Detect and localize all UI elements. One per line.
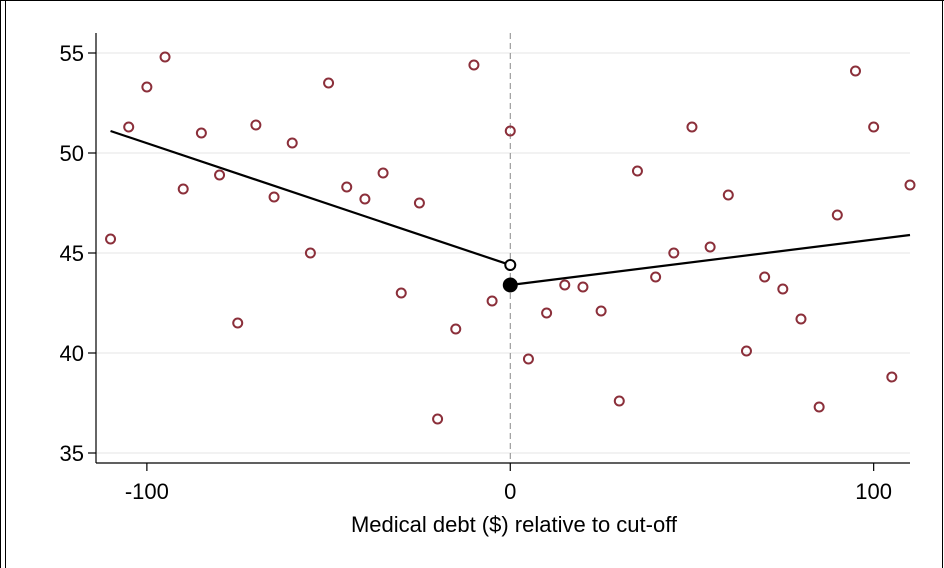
- x-tick-label: -100: [125, 479, 169, 504]
- data-point: [613, 395, 625, 407]
- data-point: [759, 271, 771, 283]
- frame-border-right: [942, 0, 943, 568]
- data-point: [323, 77, 335, 89]
- x-tick-label: 0: [504, 479, 516, 504]
- frame-border-left-inner: [5, 0, 6, 568]
- data-point: [704, 241, 716, 253]
- data-point: [268, 191, 280, 203]
- data-point: [577, 281, 589, 293]
- data-point: [141, 81, 153, 93]
- data-point: [777, 283, 789, 295]
- data-point: [159, 51, 171, 63]
- data-point: [631, 165, 643, 177]
- data-point: [123, 121, 135, 133]
- data-point: [214, 169, 226, 181]
- data-point: [232, 317, 244, 329]
- data-point: [813, 401, 825, 413]
- axis-layer: [95, 33, 910, 464]
- tick-layer: 35 40 45 50 55 -100 0 100: [60, 41, 893, 504]
- fit-line-left: [110, 129, 511, 267]
- data-point: [432, 413, 444, 425]
- data-point: [304, 247, 316, 259]
- frame-border-top: [0, 0, 944, 1]
- data-point: [359, 193, 371, 205]
- data-point: [868, 121, 880, 133]
- data-point: [105, 233, 117, 245]
- y-tick-label: 40: [60, 341, 84, 366]
- y-tick-label: 55: [60, 41, 84, 66]
- data-point: [395, 287, 407, 299]
- x-axis-label: Medical debt ($) relative to cut-off: [351, 512, 678, 537]
- data-point: [886, 371, 898, 383]
- data-point: [486, 295, 498, 307]
- data-point: [250, 119, 262, 131]
- data-point: [177, 183, 189, 195]
- data-point: [286, 137, 298, 149]
- data-point: [377, 167, 389, 179]
- data-point: [341, 181, 353, 193]
- x-tick-label: 100: [855, 479, 892, 504]
- grid-layer: [96, 52, 910, 454]
- frame-border-left: [0, 0, 1, 568]
- fit-line-right: [510, 233, 911, 287]
- data-point: [722, 189, 734, 201]
- data-point: [468, 59, 480, 71]
- fit-line-layer: [110, 129, 911, 287]
- cutoff-markers: [502, 259, 518, 293]
- data-point: [504, 125, 516, 137]
- data-point: [195, 127, 207, 139]
- cutoff-marker-hollow: [504, 259, 517, 271]
- cutoff-marker-filled: [502, 277, 518, 293]
- data-point: [740, 345, 752, 357]
- data-point: [413, 197, 425, 209]
- y-tick-label: 35: [60, 441, 84, 466]
- y-tick-label: 50: [60, 141, 84, 166]
- data-point: [450, 323, 462, 335]
- data-point: [795, 313, 807, 325]
- data-point: [668, 247, 680, 259]
- data-point: [541, 307, 553, 319]
- data-point: [831, 209, 843, 221]
- data-point: [595, 305, 607, 317]
- data-point: [522, 353, 534, 365]
- data-point: [686, 121, 698, 133]
- data-point: [904, 179, 916, 191]
- data-point: [849, 65, 861, 77]
- data-point: [559, 279, 571, 291]
- data-point: [650, 271, 662, 283]
- data-points: [105, 51, 916, 425]
- y-tick-label: 45: [60, 241, 84, 266]
